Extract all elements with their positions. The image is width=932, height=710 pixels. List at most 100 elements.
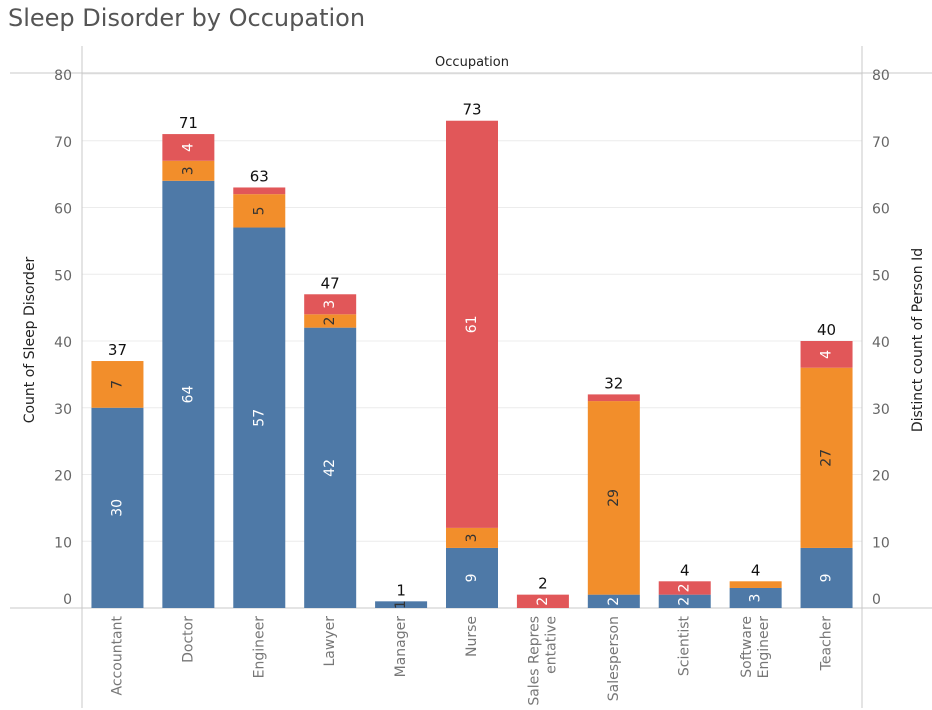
x-tick-label: Sales Repres entative bbox=[526, 616, 559, 706]
x-tick-label: Engineer bbox=[251, 616, 267, 679]
segment-label: 57 bbox=[251, 409, 267, 427]
x-tick-label: Scientist bbox=[677, 615, 693, 676]
total-label: 37 bbox=[108, 341, 127, 359]
x-tick-label-line: entative bbox=[543, 616, 559, 674]
x-tick-label: Software Engineer bbox=[739, 616, 772, 679]
x-tick-label-line: Engineer bbox=[251, 616, 267, 679]
y-axis-label-right: Distinct count of Person Id bbox=[910, 248, 926, 432]
segment-label: 30 bbox=[109, 499, 125, 517]
x-tick-label-line: Software bbox=[739, 616, 755, 678]
bar-segment[interactable] bbox=[587, 594, 640, 608]
segment-label: 3 bbox=[748, 594, 764, 603]
bar-segment[interactable] bbox=[800, 341, 853, 368]
segment-label: 2 bbox=[606, 597, 622, 606]
x-tick-label-line: Accountant bbox=[109, 615, 125, 695]
bar-segment[interactable] bbox=[587, 394, 640, 402]
y-tick-label-right: 70 bbox=[872, 135, 890, 151]
y-tick-label: 60 bbox=[54, 202, 72, 218]
x-tick-label: Doctor bbox=[180, 616, 196, 663]
bar-segment[interactable] bbox=[658, 581, 711, 595]
segment-label: 2 bbox=[677, 597, 693, 606]
bar-segment[interactable] bbox=[162, 180, 215, 609]
x-tick-label-line: Lawyer bbox=[322, 616, 338, 667]
header-label: Occupation bbox=[435, 55, 509, 70]
x-tick-label: Salesperson bbox=[606, 616, 622, 701]
bar-segment[interactable] bbox=[91, 361, 144, 408]
x-tick-label-line: Manager bbox=[393, 616, 409, 678]
segment-label: 27 bbox=[819, 449, 835, 467]
chart-title: Sleep Disorder by Occupation bbox=[8, 4, 366, 32]
segment-label: 9 bbox=[464, 574, 480, 583]
total-label: 1 bbox=[396, 581, 406, 599]
segment-label: 1 bbox=[393, 600, 409, 609]
y-tick-label: 50 bbox=[54, 268, 72, 284]
total-label: 63 bbox=[250, 167, 269, 185]
bar-segment[interactable] bbox=[658, 594, 711, 608]
total-label: 47 bbox=[321, 274, 340, 292]
y-tick-label-right: 0 bbox=[872, 592, 881, 608]
y-tick-label: 10 bbox=[54, 535, 72, 551]
bar-segment[interactable] bbox=[233, 187, 286, 195]
segment-label: 42 bbox=[322, 459, 338, 477]
bar-segment[interactable] bbox=[304, 294, 357, 315]
data-labels: 3073764347157563422347119361732222932224… bbox=[108, 101, 836, 609]
segment-label: 2 bbox=[322, 317, 338, 326]
y-tick-label: 80 bbox=[54, 68, 72, 84]
segment-label: 2 bbox=[677, 584, 693, 593]
total-label: 4 bbox=[751, 561, 761, 579]
bar-segment[interactable] bbox=[304, 327, 357, 608]
y-tick-label: 40 bbox=[54, 335, 72, 351]
total-label: 32 bbox=[604, 374, 623, 392]
y-tick-label-right: 60 bbox=[872, 202, 890, 218]
bar-segment[interactable] bbox=[446, 547, 498, 608]
bar-segment[interactable] bbox=[729, 587, 782, 608]
total-label: 4 bbox=[680, 561, 690, 579]
bar-segment[interactable] bbox=[800, 367, 853, 548]
y-tick-label-right: 30 bbox=[872, 402, 890, 418]
bar-segment[interactable] bbox=[233, 227, 286, 608]
bar-segment[interactable] bbox=[233, 194, 286, 228]
bar-segment[interactable] bbox=[162, 134, 215, 161]
bar-segment[interactable] bbox=[446, 120, 498, 528]
x-tick-label-line: Nurse bbox=[464, 616, 480, 657]
y-tick-label-right: 80 bbox=[872, 68, 890, 84]
x-tick-label-line: Scientist bbox=[677, 615, 693, 676]
x-tick-label: Nurse bbox=[464, 616, 480, 657]
y-axis-label: Count of Sleep Disorder bbox=[22, 256, 38, 423]
segment-label: 4 bbox=[180, 143, 196, 152]
total-label: 40 bbox=[817, 321, 836, 339]
x-tick-label: Accountant bbox=[109, 615, 125, 695]
x-tick-label-line: Salesperson bbox=[606, 616, 622, 701]
y-tick-label-right: 40 bbox=[872, 335, 890, 351]
bars bbox=[91, 120, 853, 609]
y-ticks: 0 0 10 10 20 20 30 30 40 40 50 50 60 60 70 70 80 80 bbox=[54, 68, 890, 608]
y-tick-label-right: 20 bbox=[872, 469, 890, 485]
bar-segment[interactable] bbox=[516, 594, 569, 608]
x-tick-label: Manager bbox=[393, 616, 409, 678]
y-tick-label-right: 50 bbox=[872, 268, 890, 284]
bar-segment[interactable] bbox=[304, 314, 357, 328]
segment-label: 3 bbox=[180, 166, 196, 175]
total-label: 73 bbox=[462, 101, 481, 119]
x-tick-label: Teacher bbox=[819, 616, 835, 672]
y-tick-label: 0 bbox=[63, 592, 72, 608]
segment-label: 7 bbox=[109, 380, 125, 389]
bar-segment[interactable] bbox=[91, 407, 144, 608]
y-tick-label: 20 bbox=[54, 469, 72, 485]
y-tick-label: 30 bbox=[54, 402, 72, 418]
bar-segment[interactable] bbox=[162, 160, 215, 181]
total-label: 71 bbox=[179, 114, 198, 132]
bar-segment[interactable] bbox=[446, 527, 498, 548]
bar-segment[interactable] bbox=[800, 547, 853, 608]
x-tick-label-line: Sales Repres bbox=[526, 616, 542, 706]
x-tick-label-line: Doctor bbox=[180, 616, 196, 663]
bar-segment[interactable] bbox=[375, 601, 428, 608]
bar-segment[interactable] bbox=[587, 401, 640, 595]
segment-label: 2 bbox=[535, 597, 551, 606]
bar-segment[interactable] bbox=[729, 581, 782, 588]
segment-label: 61 bbox=[464, 315, 480, 333]
segment-label: 5 bbox=[251, 206, 267, 215]
total-label: 2 bbox=[538, 575, 548, 593]
segment-label: 64 bbox=[180, 385, 196, 403]
